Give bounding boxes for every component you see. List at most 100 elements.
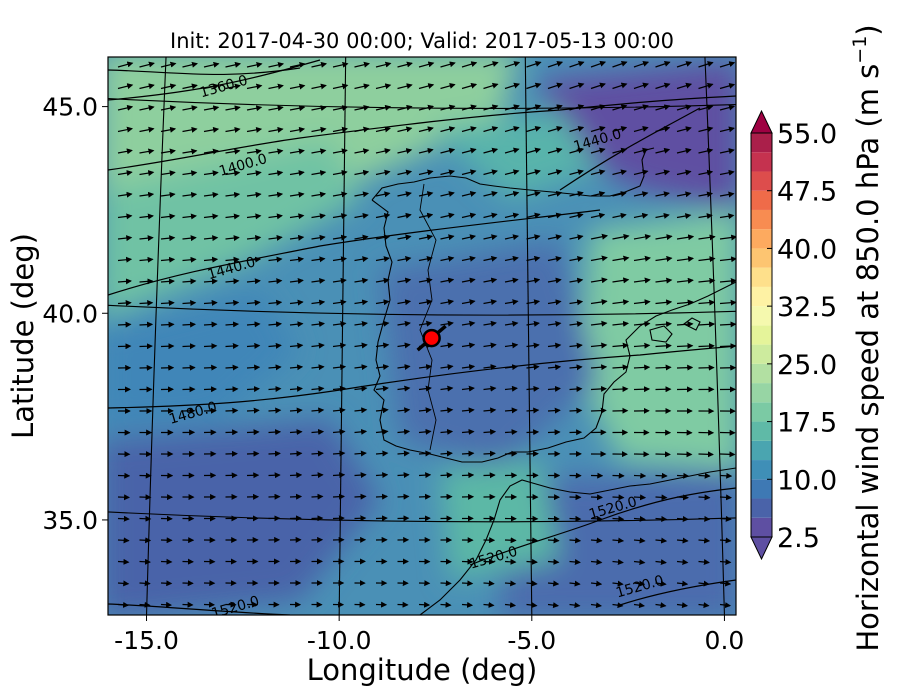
wind-arrow-146 [676, 147, 692, 154]
wind-arrow-767 [483, 601, 495, 608]
wind-arrow-157 [268, 170, 284, 177]
wind-arrow-107 [483, 126, 499, 133]
wind-arrow-113 [612, 126, 628, 133]
wind-arrow-472 [590, 385, 607, 392]
contour-line-1520c [108, 603, 291, 615]
wind-arrow-24 [633, 60, 650, 68]
wind-arrow-461 [354, 385, 368, 392]
wind-arrow-95 [225, 126, 241, 133]
wind-arrow-403 [397, 342, 411, 349]
wind-arrow-490 [332, 407, 346, 414]
wind-arrow-552 [375, 450, 389, 457]
wind-arrow-279 [311, 256, 326, 263]
wind-arrow-307 [268, 278, 283, 285]
wind-arrow-392 [160, 343, 175, 350]
wind-arrow-345 [440, 299, 455, 306]
wind-arrow-195 [440, 191, 455, 197]
wind-arrow-323 [612, 277, 630, 284]
wind-arrow-466 [461, 385, 475, 392]
wind-arrow-469 [526, 385, 540, 392]
wind-arrow-61 [139, 105, 155, 111]
wind-arrow-207 [698, 191, 714, 198]
wind-arrow-521 [354, 428, 368, 435]
wind-arrow-388 [719, 321, 736, 328]
wind-arrow-337 [268, 299, 283, 306]
wind-arrow-653 [612, 515, 625, 522]
wind-arrow-248 [289, 234, 305, 241]
colorbar-segment-1 [751, 498, 772, 518]
wind-arrow-51 [569, 82, 585, 90]
wind-arrow-139 [526, 147, 542, 154]
wind-arrow-431 [354, 364, 368, 371]
wind-arrow-426 [246, 364, 261, 371]
x-tick-label-2: -5.0 [507, 626, 556, 655]
wind-arrow-689 [742, 540, 753, 541]
wind-arrow-211 [139, 213, 154, 220]
wind-arrow-397 [268, 342, 282, 349]
wind-arrow-273 [182, 256, 197, 263]
wind-arrow-281 [354, 256, 369, 263]
wind-arrow-768 [504, 602, 517, 608]
wind-arrow-187 [268, 191, 284, 198]
wind-arrow-339 [311, 299, 326, 306]
wind-arrow-459 [311, 385, 325, 392]
wind-arrow-268 [719, 234, 736, 241]
wind-arrow-138 [504, 147, 520, 154]
wind-arrow-163 [397, 169, 413, 176]
wind-arrow-132 [375, 148, 391, 154]
wind-arrow-67 [268, 105, 284, 112]
x-axis-label: Longitude (deg) [307, 653, 538, 687]
contour-line-1440b [559, 107, 701, 191]
wind-arrow-529 [526, 429, 540, 436]
wind-arrow-516 [246, 429, 260, 436]
wind-arrow-318 [504, 277, 519, 284]
wind-arrow-613 [397, 493, 410, 500]
wind-arrow-333 [182, 299, 197, 306]
wind-arrow-116 [676, 126, 692, 133]
wind-arrow-274 [203, 256, 219, 263]
wind-arrow-192 [375, 191, 391, 198]
wind-arrow-124 [203, 148, 219, 155]
wind-arrow-683 [612, 537, 625, 544]
colorbar-segment-15 [751, 229, 772, 249]
wind-arrow-278 [289, 256, 305, 263]
wind-arrow-370 [332, 321, 347, 327]
wind-arrow-609 [311, 493, 324, 500]
wind-arrow-301 [139, 278, 154, 285]
wind-arrow-265 [655, 234, 673, 241]
colorbar-extend-min [750, 536, 773, 561]
wind-arrow-412 [590, 342, 608, 349]
wind-arrow-235 [655, 212, 670, 219]
wind-arrow-212 [160, 213, 176, 220]
wind-arrow-53 [612, 82, 628, 90]
wind-arrow-350 [547, 299, 562, 306]
wind-arrow-3 [182, 61, 198, 68]
wind-arrow-427 [268, 364, 282, 371]
wind-arrow-260 [547, 234, 563, 241]
wind-arrow-245 [225, 235, 240, 242]
wind-arrow-275 [225, 256, 240, 263]
colorbar-segment-0 [751, 517, 772, 537]
wind-arrow-180 [117, 191, 133, 198]
wind-arrow-58 [719, 82, 736, 90]
wind-arrow-240 [117, 235, 133, 242]
colorbar-segment-18 [751, 171, 772, 191]
wind-arrow-711 [569, 559, 581, 565]
wind-arrow-23 [612, 60, 628, 68]
wind-arrow-557 [483, 450, 496, 457]
wind-arrow-745 [655, 580, 667, 587]
wind-arrow-197 [483, 190, 498, 197]
wind-arrow-395 [225, 343, 239, 350]
x-tick-label-3: 0.0 [705, 626, 745, 655]
wind-arrow-153 [182, 170, 198, 177]
wind-arrow-555 [440, 450, 453, 457]
wind-arrow-87 [698, 104, 714, 111]
wind-arrow-740 [547, 580, 560, 587]
wind-arrow-196 [461, 191, 477, 197]
wind-arrow-210 [117, 213, 133, 220]
wind-arrow-21 [569, 60, 585, 68]
wind-arrow-181 [139, 191, 155, 198]
wind-arrow-225 [440, 212, 455, 219]
wind-arrow-64 [203, 105, 220, 112]
wind-arrow-328 [719, 277, 736, 284]
